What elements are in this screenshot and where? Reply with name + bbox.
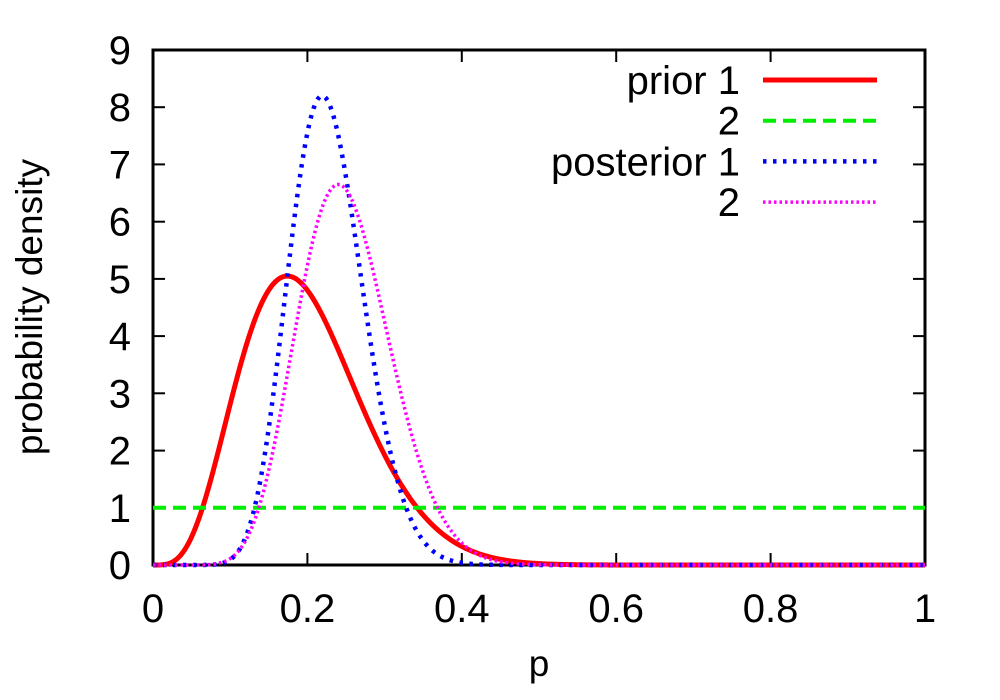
x-axis-title: p: [529, 643, 550, 684]
plot-border: [151, 48, 927, 567]
y-tick-label: 7: [109, 143, 131, 187]
y-tick-label: 2: [109, 430, 131, 474]
legend-label-prior-1: prior 1: [627, 59, 740, 103]
y-tick-label: 0: [109, 544, 131, 588]
x-tick-label: 0: [142, 587, 164, 631]
y-axis-title: probability density: [9, 158, 50, 455]
legend-label-prior-2: 2: [718, 100, 740, 144]
curves: [152, 93, 926, 568]
curve-posterior-1: [152, 93, 926, 568]
y-tick-label: 8: [109, 86, 131, 130]
legend-entry-posterior-1: posterior 1: [551, 140, 877, 184]
x-tick-label: 0.8: [743, 587, 799, 631]
curve-prior-1: [152, 273, 926, 568]
y-tick-label: 4: [109, 315, 131, 359]
x-tick-label: 0.6: [588, 587, 644, 631]
y-tick-label: 6: [109, 201, 131, 245]
legend-entry-prior-2: 2: [718, 100, 877, 144]
y-tick-label: 1: [109, 487, 131, 531]
x-tick-label: 0.4: [434, 587, 490, 631]
legend-label-posterior-1: posterior 1: [551, 140, 740, 184]
legend-label-posterior-2: 2: [718, 181, 740, 225]
y-tick-label: 9: [109, 29, 131, 73]
x-tick-label: 1: [914, 587, 936, 631]
axis-ticks: 0 0.2 0.4 0.6 0.8 1 0 1 2 3 4 5 6 7 8 9: [109, 29, 936, 631]
legend-entry-prior-1: prior 1: [627, 59, 877, 103]
legend-entry-posterior-2: 2: [718, 181, 877, 225]
curve-posterior-2: [152, 182, 926, 567]
y-tick-label: 5: [109, 258, 131, 302]
x-tick-label: 0.2: [280, 587, 336, 631]
y-tick-label: 3: [109, 372, 131, 416]
